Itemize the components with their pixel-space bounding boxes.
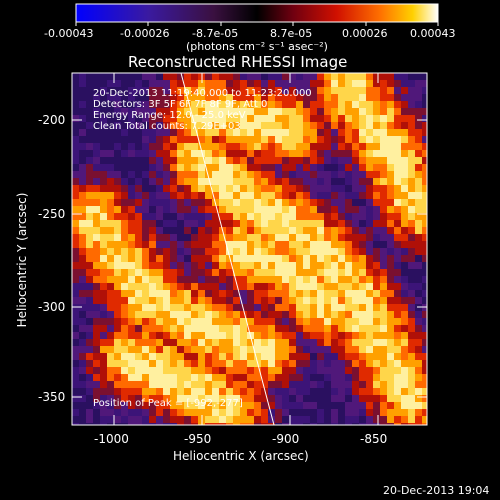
colorbar-tick-label: 0.00043 [410,27,456,40]
x-axis-label: Heliocentric X (arcsec) [173,449,309,463]
x-tick-label: -950 [184,432,212,446]
x-tick-label: -850 [360,432,388,446]
plot-title: Reconstructed RHESSI Image [128,53,348,71]
colorbar-unit-label: (photons cm⁻² s⁻¹ asec⁻²) [186,40,328,53]
y-tick-label: -300 [38,300,66,314]
colorbar-tick-label: 8.7e-05 [270,27,313,40]
x-axis-ticks [113,73,379,425]
colorbar-tick-label: 0.00026 [342,27,388,40]
colorbar-tick-label: -8.7e-05 [192,27,239,40]
y-tick-label: -350 [38,390,66,404]
y-tick-label: -250 [38,207,66,221]
info-time-range: 20-Dec-2013 11:19:40.000 to 11:23:20.000 [93,88,312,99]
x-tick-label: -900 [272,432,300,446]
x-tick-label: -1000 [94,432,129,446]
y-axis-label: Heliocentric Y (arcsec) [15,192,29,328]
colorbar-tick-label: -0.00043 [44,27,94,40]
solar-limb-line [180,72,275,426]
rhessi-image [72,73,427,425]
timestamp: 20-Dec-2013 19:04 [383,484,490,497]
info-detectors: Detectors: 3F 5F 6F 7F 8F 9F, Att 0 [93,99,268,110]
colorbar-ticks [75,22,439,26]
plot-frame [71,72,428,426]
colorbar-tick-label: -0.00026 [120,27,170,40]
info-energy-range: Energy Range: 12.0 - 25.0 keV [93,110,246,121]
info-counts: Clean Total counts: 7.29E+03 [93,121,241,132]
y-tick-label: -200 [38,113,66,127]
colorbar [75,3,439,23]
peak-position-label: Position of Peak = [-992,-277] [93,398,243,409]
y-axis-ticks [72,119,427,398]
